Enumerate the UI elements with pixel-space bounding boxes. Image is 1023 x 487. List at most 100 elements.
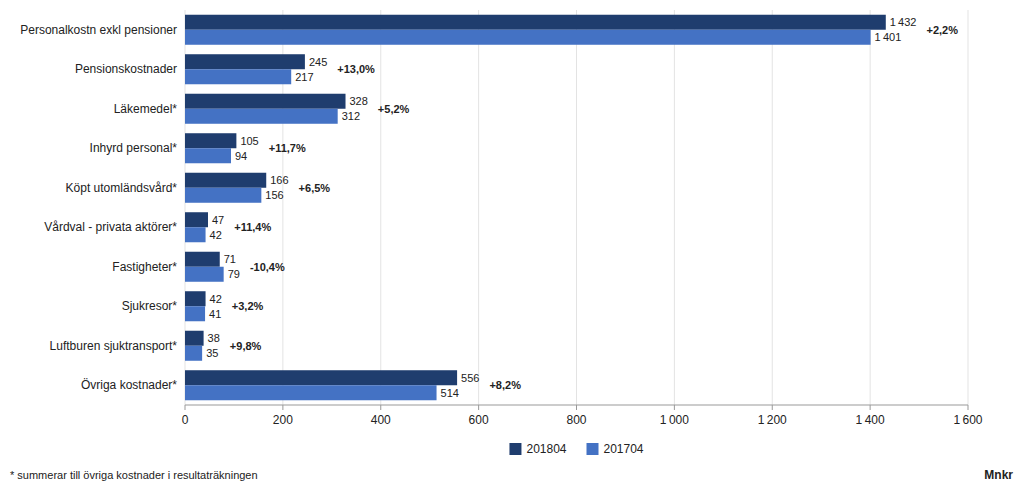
data-label: 47 <box>212 214 224 226</box>
grid-line <box>968 10 969 405</box>
tick-mark <box>968 405 969 410</box>
grid-line <box>576 10 577 405</box>
x-axis-line <box>185 405 968 406</box>
change-label: +8,2% <box>489 379 521 391</box>
legend-swatch <box>509 443 521 455</box>
category-label: Pensionskostnader <box>75 62 177 76</box>
legend-item: 201804 <box>509 442 566 456</box>
bar <box>185 173 266 188</box>
bar <box>185 227 206 242</box>
bar <box>185 109 338 124</box>
data-label: 42 <box>210 229 222 241</box>
bar <box>185 267 224 282</box>
tick-mark <box>185 405 186 410</box>
legend-label: 201704 <box>604 442 644 456</box>
bar <box>185 15 886 30</box>
tick-mark <box>576 405 577 410</box>
tick-label: 1 400 <box>856 413 885 427</box>
bar <box>185 94 346 109</box>
bar <box>185 331 204 346</box>
tick-label: 400 <box>371 413 391 427</box>
grid-line <box>380 10 381 405</box>
tick-label: 800 <box>566 413 586 427</box>
data-label: 1 432 <box>890 16 917 28</box>
tick-mark <box>478 405 479 410</box>
y-labels: Personalkostn exkl pensioner Pensionskost… <box>20 23 177 393</box>
data-label: 35 <box>206 347 218 359</box>
data-label: 156 <box>265 189 283 201</box>
data-label: 245 <box>309 56 327 68</box>
bar <box>185 385 437 400</box>
footnote: * summerar till övriga kostnader i resul… <box>10 469 258 481</box>
data-label: 94 <box>235 150 247 162</box>
tick-mark <box>674 405 675 410</box>
category-label: Läkemedel* <box>114 102 178 116</box>
bar <box>185 30 871 45</box>
category-label: Köpt utomländsvård* <box>66 181 178 195</box>
chart: 0 200 400 600 800 1 000 1 200 1 400 1 600 Persona… <box>0 0 1023 487</box>
data-label: 312 <box>342 110 360 122</box>
grid <box>185 10 968 405</box>
x-axis-label: Mnkr <box>984 468 1013 482</box>
bar <box>185 133 236 148</box>
data-label: 38 <box>208 332 220 344</box>
change-label: +2,2% <box>926 24 958 36</box>
legend: 201804 201704 <box>509 442 643 456</box>
change-label: +3,2% <box>232 300 264 312</box>
bar <box>185 291 206 306</box>
data-label: 514 <box>441 387 459 399</box>
tick-mark <box>772 405 773 410</box>
bar <box>185 370 457 385</box>
category-label: Inhyrd personal* <box>90 141 178 155</box>
data-label: 217 <box>295 71 313 83</box>
change-label: +5,2% <box>378 103 410 115</box>
data-label: 1 401 <box>875 31 902 43</box>
bar <box>185 252 220 267</box>
change-label: +11,4% <box>234 221 271 233</box>
data-label: 42 <box>210 293 222 305</box>
bar <box>185 54 305 69</box>
tick-label: 1 200 <box>758 413 787 427</box>
legend-item: 201704 <box>587 442 644 456</box>
bar <box>185 346 202 361</box>
change-label: +13,0% <box>337 63 375 75</box>
grid-line <box>772 10 773 405</box>
tick-mark <box>380 405 381 410</box>
tick-label: 600 <box>469 413 489 427</box>
x-ticks: 0 200 400 600 800 1 000 1 200 1 400 1 600 <box>182 405 983 427</box>
tick-label: 200 <box>273 413 293 427</box>
bar <box>185 188 261 203</box>
legend-swatch <box>587 443 599 455</box>
data-label: 166 <box>270 174 288 186</box>
tick-mark <box>870 405 871 410</box>
tick-mark <box>282 405 283 410</box>
grid-line <box>478 10 479 405</box>
change-label: +6,5% <box>299 182 331 194</box>
bar <box>185 148 231 163</box>
legend-label: 201804 <box>526 442 566 456</box>
tick-label: 1 600 <box>953 413 982 427</box>
category-label: Vårdval - privata aktörer* <box>44 220 177 234</box>
bars <box>185 15 886 401</box>
data-label: 79 <box>228 268 240 280</box>
grid-line <box>870 10 871 405</box>
tick-label: 0 <box>182 413 189 427</box>
category-label: Övriga kostnader* <box>81 378 177 392</box>
grid-line <box>674 10 675 405</box>
bar <box>185 212 208 227</box>
change-label: +11,7% <box>269 142 306 154</box>
category-label: Fastigheter* <box>112 260 177 274</box>
data-labels: 1 432245328105166477142385561 4012173129… <box>206 16 958 399</box>
data-label: 328 <box>350 95 368 107</box>
category-label: Personalkostn exkl pensioner <box>20 23 177 37</box>
change-label: +9,8% <box>230 340 262 352</box>
category-label: Luftburen sjuktransport* <box>50 339 178 353</box>
bar <box>185 306 205 321</box>
data-label: 105 <box>240 135 258 147</box>
data-label: 41 <box>209 308 221 320</box>
data-label: 71 <box>224 253 236 265</box>
bar <box>185 69 291 84</box>
data-label: 556 <box>461 372 479 384</box>
category-label: Sjukresor* <box>122 299 178 313</box>
tick-label: 1 000 <box>660 413 689 427</box>
